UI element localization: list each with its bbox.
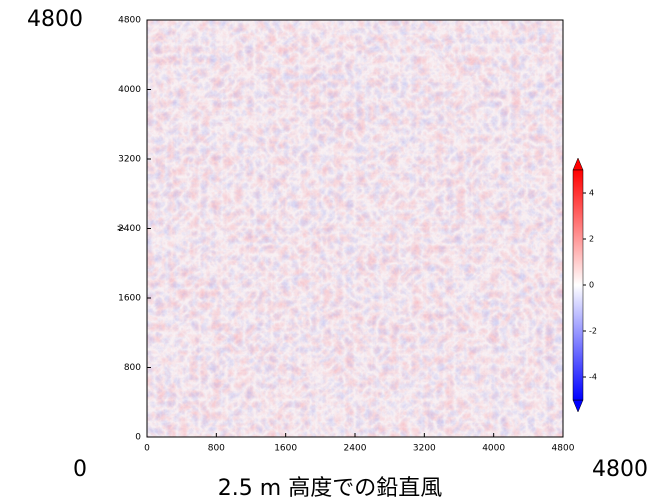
chart: y 4800 0 4800 2.5 m 高度での鉛直風 080016002400… — [0, 0, 654, 504]
colorbar-tick-label: 0 — [589, 281, 594, 290]
x-tick-label: 4800 — [552, 444, 575, 454]
x-tick-label: 800 — [208, 444, 225, 454]
colorbar-extend — [573, 400, 583, 412]
y-tick-label: 3200 — [118, 155, 141, 165]
field — [147, 20, 563, 437]
colorbar-extend — [573, 158, 583, 170]
colorbar — [573, 170, 583, 400]
colorbar-tick-label: 4 — [589, 189, 594, 198]
colorbar-tick-label: -4 — [589, 373, 597, 382]
x-tick-label: 3200 — [413, 444, 436, 454]
caption: 2.5 m 高度での鉛直風 — [218, 476, 442, 501]
y-tick-label: 2400 — [118, 224, 141, 234]
y-tick-label: 4000 — [118, 85, 141, 95]
y-tick-label: 800 — [124, 363, 141, 373]
x-tick-label: 2400 — [344, 444, 367, 454]
colorbar-tick-label: -2 — [589, 327, 597, 336]
x-tick-label: 4000 — [482, 444, 505, 454]
annotation: 4800 — [27, 7, 83, 32]
x-tick-label: 1600 — [274, 444, 297, 454]
y-tick-label: 4800 — [118, 16, 141, 26]
annotation: 4800 — [592, 457, 648, 482]
annotation: 0 — [73, 457, 87, 482]
y-tick-label: 1600 — [118, 294, 141, 304]
x-tick-label: 0 — [144, 444, 150, 454]
colorbar-tick-label: 2 — [589, 235, 594, 244]
y-tick-label: 0 — [135, 433, 141, 443]
